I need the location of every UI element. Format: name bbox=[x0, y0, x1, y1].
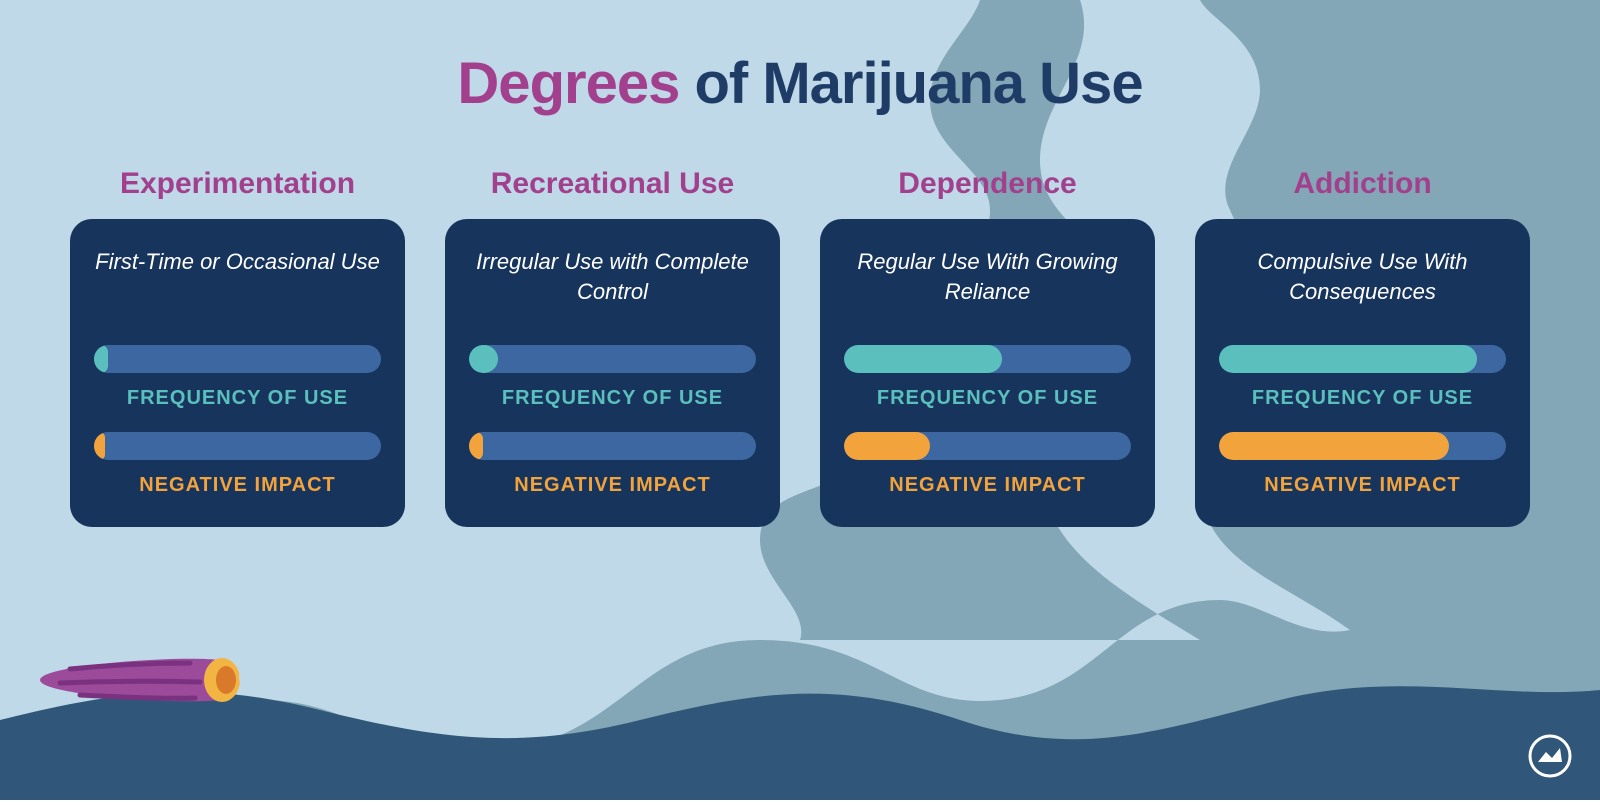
impact-track bbox=[94, 432, 381, 460]
card-heading: Addiction bbox=[1293, 167, 1431, 201]
frequency-bar bbox=[844, 345, 1131, 373]
cards-row: Experimentation First-Time or Occasional … bbox=[70, 167, 1530, 527]
frequency-track bbox=[844, 345, 1131, 373]
logo-mountain-icon bbox=[1538, 748, 1562, 762]
stage-card: Compulsive Use With Consequences FREQUENC… bbox=[1195, 219, 1530, 527]
impact-fill bbox=[1219, 432, 1449, 460]
card-heading: Dependence bbox=[898, 167, 1076, 201]
frequency-label: FREQUENCY OF USE bbox=[502, 387, 723, 410]
impact-bar bbox=[469, 432, 756, 460]
stage-card: Regular Use With Growing Reliance FREQUEN… bbox=[820, 219, 1155, 527]
impact-bar bbox=[844, 432, 1131, 460]
stage-card: Irregular Use with Complete Control FREQU… bbox=[445, 219, 780, 527]
impact-track bbox=[1219, 432, 1506, 460]
page-title: Degrees of Marijuana Use bbox=[70, 50, 1530, 117]
card-description: Compulsive Use With Consequences bbox=[1219, 247, 1506, 317]
frequency-bar bbox=[1219, 345, 1506, 373]
frequency-fill bbox=[1219, 345, 1477, 373]
card-heading: Experimentation bbox=[120, 167, 355, 201]
stage-card: First-Time or Occasional Use FREQUENCY OF… bbox=[70, 219, 405, 527]
frequency-fill bbox=[469, 345, 498, 373]
frequency-fill bbox=[94, 345, 108, 373]
card-description: Irregular Use with Complete Control bbox=[469, 247, 756, 317]
card-col-1: Recreational Use Irregular Use with Compl… bbox=[445, 167, 780, 527]
impact-fill bbox=[94, 432, 105, 460]
title-rest: of Marijuana Use bbox=[679, 51, 1142, 116]
impact-label: NEGATIVE IMPACT bbox=[1264, 474, 1460, 497]
logo-badge bbox=[1528, 734, 1572, 778]
impact-fill bbox=[844, 432, 930, 460]
frequency-label: FREQUENCY OF USE bbox=[1252, 387, 1473, 410]
title-accent: Degrees bbox=[457, 51, 679, 116]
card-col-3: Addiction Compulsive Use With Consequence… bbox=[1195, 167, 1530, 527]
card-description: Regular Use With Growing Reliance bbox=[844, 247, 1131, 317]
card-col-2: Dependence Regular Use With Growing Relia… bbox=[820, 167, 1155, 527]
card-col-0: Experimentation First-Time or Occasional … bbox=[70, 167, 405, 527]
frequency-track bbox=[94, 345, 381, 373]
joint-illustration bbox=[30, 625, 310, 740]
frequency-track bbox=[469, 345, 756, 373]
impact-bar bbox=[94, 432, 381, 460]
impact-label: NEGATIVE IMPACT bbox=[889, 474, 1085, 497]
frequency-bar bbox=[469, 345, 756, 373]
smoke-puff-3 bbox=[261, 656, 283, 678]
frequency-track bbox=[1219, 345, 1506, 373]
frequency-label: FREQUENCY OF USE bbox=[877, 387, 1098, 410]
frequency-fill bbox=[844, 345, 1002, 373]
impact-bar bbox=[1219, 432, 1506, 460]
content-area: Degrees of Marijuana Use Experimentation… bbox=[0, 0, 1600, 527]
impact-label: NEGATIVE IMPACT bbox=[139, 474, 335, 497]
frequency-label: FREQUENCY OF USE bbox=[127, 387, 348, 410]
impact-track bbox=[469, 432, 756, 460]
impact-label: NEGATIVE IMPACT bbox=[514, 474, 710, 497]
joint-stripe-2 bbox=[60, 681, 200, 683]
frequency-bar bbox=[94, 345, 381, 373]
joint-ember bbox=[216, 666, 236, 694]
card-description: First-Time or Occasional Use bbox=[95, 247, 380, 317]
impact-fill bbox=[469, 432, 483, 460]
card-heading: Recreational Use bbox=[491, 167, 734, 201]
impact-track bbox=[844, 432, 1131, 460]
